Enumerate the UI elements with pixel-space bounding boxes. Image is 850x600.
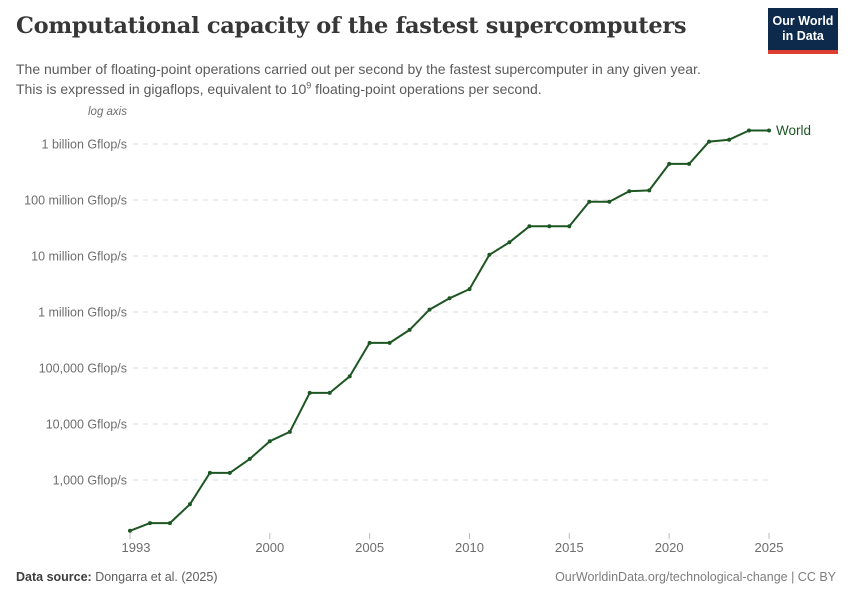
y-axis-tick-label: 1,000 Gflop/s xyxy=(53,474,127,488)
data-point[interactable] xyxy=(148,521,152,526)
x-axis-tick-label: 2000 xyxy=(255,540,284,555)
data-source-label: Data source: xyxy=(16,570,92,584)
subtitle-line1: The number of floating-point operations … xyxy=(16,61,701,77)
owid-logo-line1: Our World xyxy=(772,14,834,28)
data-point[interactable] xyxy=(347,374,352,379)
y-axis-tick-label: 10 million Gflop/s xyxy=(31,250,127,264)
series-label-world[interactable]: World xyxy=(776,123,811,138)
data-point[interactable] xyxy=(187,502,192,507)
data-point[interactable] xyxy=(527,224,532,229)
data-point[interactable] xyxy=(587,199,592,204)
data-point[interactable] xyxy=(447,296,452,301)
data-point[interactable] xyxy=(467,287,472,292)
data-point[interactable] xyxy=(767,128,771,133)
data-point[interactable] xyxy=(367,340,372,345)
x-axis-tick-label: 1993 xyxy=(122,540,151,555)
data-point[interactable] xyxy=(607,199,612,204)
data-point[interactable] xyxy=(407,327,412,332)
data-point[interactable] xyxy=(167,521,172,526)
data-point[interactable] xyxy=(267,439,272,444)
data-point[interactable] xyxy=(507,240,512,245)
y-axis-tick-label: 1 million Gflop/s xyxy=(38,306,127,320)
owid-url-link[interactable]: OurWorldinData.org/technological-change … xyxy=(555,570,836,584)
chart-footer: Data source: Dongarra et al. (2025) OurW… xyxy=(16,570,836,584)
data-point[interactable] xyxy=(707,139,712,144)
subtitle-line2-pre: This is expressed in gigaflops, equivale… xyxy=(16,81,307,97)
data-point[interactable] xyxy=(387,340,392,345)
chart-subtitle: The number of floating-point operations … xyxy=(16,59,776,99)
data-point[interactable] xyxy=(667,161,672,166)
data-point[interactable] xyxy=(627,189,632,194)
data-point[interactable] xyxy=(247,456,252,461)
y-axis-tick-label: 100 million Gflop/s xyxy=(24,194,127,208)
data-point[interactable] xyxy=(128,528,132,533)
data-line-world[interactable] xyxy=(129,129,769,532)
data-point[interactable] xyxy=(427,307,432,312)
owid-logo-line2: in Data xyxy=(782,29,824,43)
y-axis-tick-label: 10,000 Gflop/s xyxy=(46,418,127,432)
data-point[interactable] xyxy=(547,224,552,229)
x-axis-tick-label: 2025 xyxy=(755,540,784,555)
x-axis-tick-label: 2020 xyxy=(655,540,684,555)
data-point[interactable] xyxy=(727,137,732,142)
data-point[interactable] xyxy=(287,429,292,434)
y-axis-tick-label: 1 billion Gflop/s xyxy=(42,138,127,152)
log-axis-label: log axis xyxy=(88,106,127,118)
data-source-value: Dongarra et al. (2025) xyxy=(91,570,218,584)
data-point[interactable] xyxy=(687,161,692,166)
page-title: Computational capacity of the fastest su… xyxy=(16,13,687,39)
data-point[interactable] xyxy=(487,252,492,257)
data-source: Data source: Dongarra et al. (2025) xyxy=(16,570,218,584)
x-axis-tick-label: 2015 xyxy=(555,540,584,555)
data-point[interactable] xyxy=(307,390,312,395)
data-point[interactable] xyxy=(567,224,572,229)
data-point[interactable] xyxy=(647,188,652,193)
x-axis-tick-label: 2005 xyxy=(355,540,384,555)
data-point[interactable] xyxy=(747,128,751,133)
data-point[interactable] xyxy=(327,390,332,395)
owid-logo[interactable]: Our World in Data xyxy=(768,8,838,54)
y-axis-tick-label: 100,000 Gflop/s xyxy=(39,362,127,376)
subtitle-line2-post: floating-point operations per second. xyxy=(311,81,542,97)
x-axis-tick-label: 2010 xyxy=(455,540,484,555)
data-point[interactable] xyxy=(207,470,212,475)
subtitle-superscript: 9 xyxy=(306,80,312,91)
data-point[interactable] xyxy=(227,470,232,475)
